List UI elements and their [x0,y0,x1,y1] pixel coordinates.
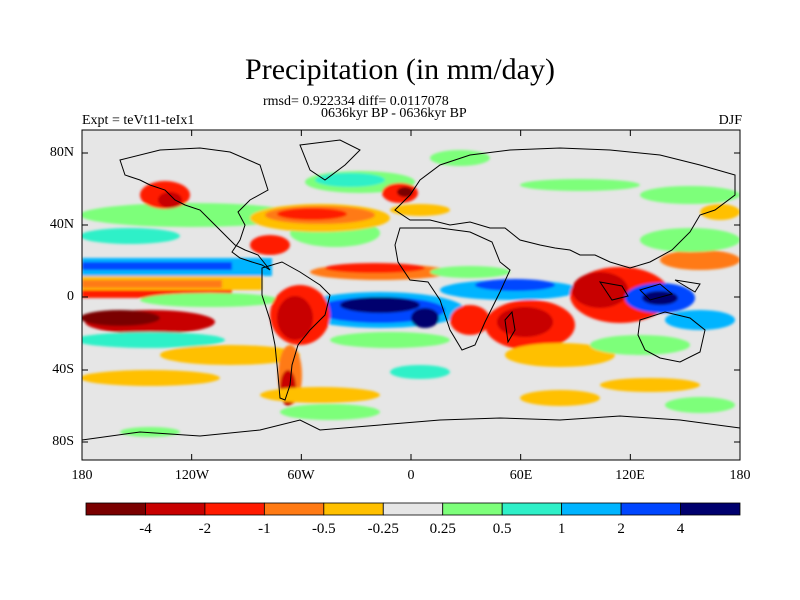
colorbar-label: -1 [258,521,271,537]
colorbar-label: -0.5 [312,521,336,537]
colorbar-swatch [204,502,265,516]
colorbar-swatch [561,502,622,516]
lon-tick-label: 180 [730,468,751,483]
colorbar-swatch [323,502,384,516]
lat-tick-label: 80S [52,434,74,449]
colorbar-swatch [382,502,444,516]
lat-tick-label: 40N [50,217,74,232]
colorbar-label: -2 [199,521,212,537]
colorbar-label: -0.25 [368,521,399,537]
north-america-coast [119,147,271,271]
lon-tick-label: 60E [510,468,533,483]
stats-line: rmsd= 0.922334 diff= 0.0117078 [263,94,449,109]
lat-tick-label: 0 [67,289,74,304]
colorbar-swatch [263,502,325,516]
lat-tick-label: 40S [52,362,74,377]
axis-ticks [81,130,741,460]
period-line: 0636kyr BP - 0636kyr BP [321,106,467,121]
lon-tick-label: 120W [175,468,210,483]
south-america-coast [261,261,331,401]
madagascar-coast [504,310,516,344]
lon-tick-label: 120E [615,468,645,483]
colorbar-label: 2 [617,521,625,537]
eurasia-coast [394,147,736,269]
africa-coast [394,227,511,351]
colorbar-swatch [620,502,681,516]
australia-coast [637,311,706,363]
antarctica-coast [82,415,740,441]
colorbar-labels: -4 -2 -1 -0.5 -0.25 0.25 0.5 1 2 4 [139,521,685,537]
colorbar-swatch [442,502,503,516]
experiment-label: Expt = teVt11-teIx1 [82,113,195,128]
map-title: Precipitation (in mm/day) [245,53,555,86]
colorbar-label: 4 [677,521,685,537]
colorbar-label: 0.5 [493,521,512,537]
colorbar [85,502,741,516]
colorbar-swatch [85,502,146,516]
maritime-islands [598,279,701,301]
lon-tick-label: 0 [408,468,415,483]
colorbar-label: 1 [558,521,566,537]
colorbar-swatch [145,502,206,516]
greenland-coast [299,139,361,181]
season-label: DJF [718,113,742,128]
colorbar-label: 0.25 [430,521,456,537]
lon-tick-label: 60W [287,468,315,483]
colorbar-swatch [680,502,741,516]
lat-tick-label: 80N [50,145,74,160]
colorbar-swatch [501,502,563,516]
colorbar-label: -4 [139,521,152,537]
precipitation-field [82,130,740,460]
lon-tick-label: 180 [72,468,93,483]
coastlines [82,139,740,441]
